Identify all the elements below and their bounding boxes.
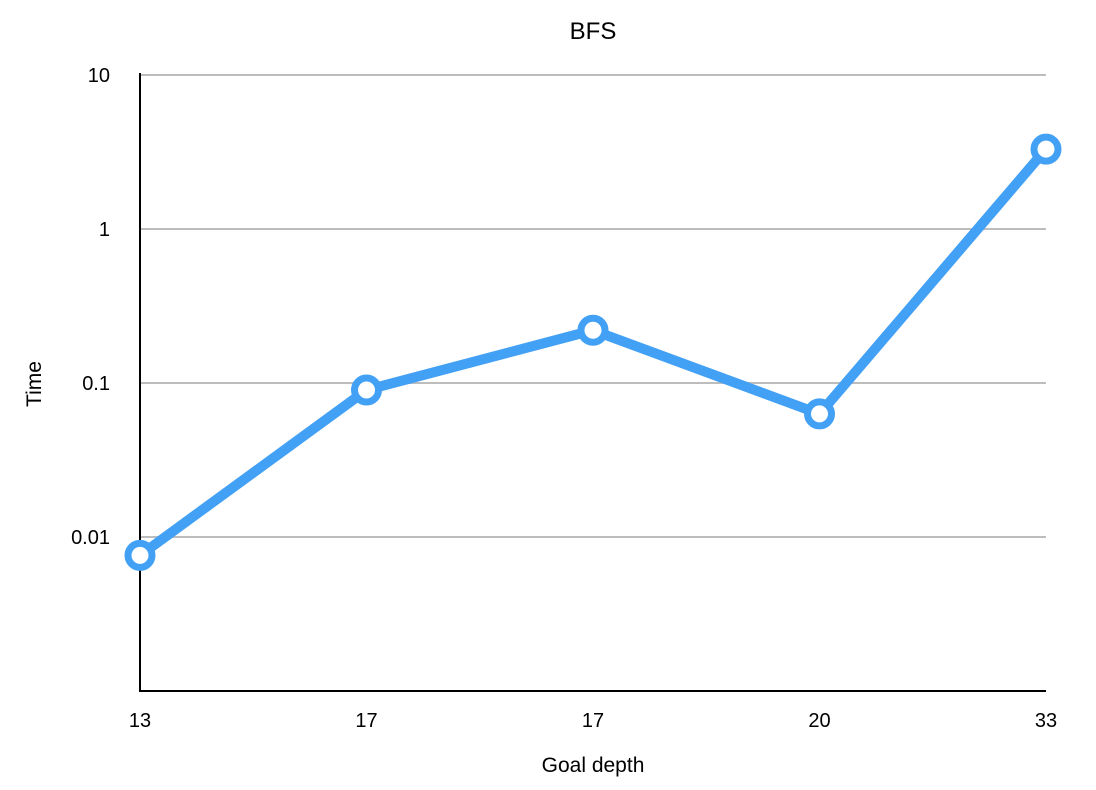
- data-point: [124, 539, 156, 571]
- y-tick-label: 1: [99, 219, 110, 241]
- data-point: [1030, 133, 1062, 165]
- x-tick-label: 17: [355, 710, 377, 732]
- y-axis-label: Time: [23, 361, 46, 407]
- y-tick-label: 10: [88, 65, 110, 87]
- x-tick-label: 20: [808, 710, 830, 732]
- y-tick-label: 0.1: [82, 373, 110, 395]
- data-point: [804, 398, 835, 430]
- chart-title: BFS: [570, 18, 617, 45]
- y-tick-label: 0.01: [71, 527, 110, 549]
- x-tick-labels: 13 17 17 20 33: [129, 710, 1057, 732]
- series-group: [124, 133, 1062, 571]
- series-line: [135, 144, 1051, 561]
- data-point: [351, 374, 382, 406]
- data-point: [577, 314, 609, 346]
- x-tick-label: 33: [1035, 710, 1057, 732]
- gridlines: [140, 74, 1046, 538]
- y-tick-labels: 0.01 0.1 1 10: [71, 65, 110, 549]
- x-tick-label: 17: [582, 710, 604, 732]
- x-tick-label: 13: [129, 710, 151, 732]
- x-axis-label: Goal depth: [542, 754, 645, 777]
